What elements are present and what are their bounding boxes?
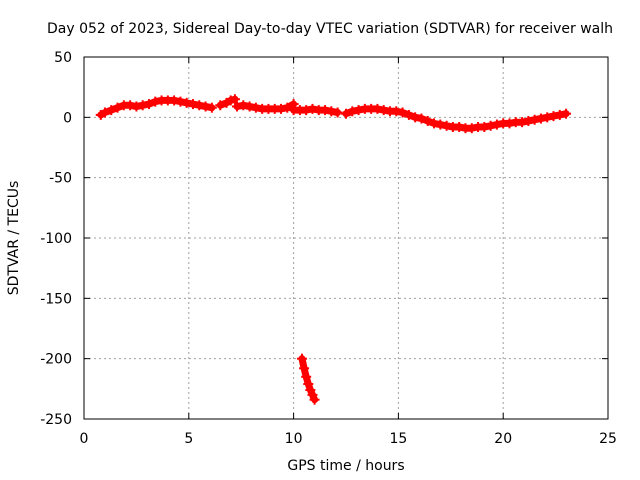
data-point — [125, 100, 136, 111]
data-point — [347, 106, 358, 117]
y-axis-label: SDTVAR / TECUs — [6, 181, 22, 296]
data-point — [422, 115, 433, 126]
data-point — [112, 102, 123, 113]
data-point — [296, 353, 307, 364]
data-point — [378, 105, 389, 116]
x-tick-label: 5 — [184, 431, 193, 447]
data-point — [372, 103, 383, 114]
data-point — [485, 120, 496, 131]
data-point — [320, 105, 331, 116]
data-point — [454, 121, 465, 132]
data-point — [429, 118, 440, 129]
data-point — [523, 115, 534, 126]
data-point — [403, 109, 414, 120]
data-point — [106, 105, 117, 116]
x-tick-label: 25 — [599, 431, 617, 447]
data-point — [229, 94, 240, 105]
data-point — [282, 102, 293, 113]
data-point — [169, 95, 180, 106]
data-point — [548, 111, 559, 122]
data-point — [232, 101, 243, 112]
data-point — [561, 108, 572, 119]
data-point — [410, 112, 421, 123]
data-point — [479, 121, 490, 132]
data-point — [206, 102, 217, 113]
x-tick-label: 10 — [285, 431, 303, 447]
series-seg5 — [342, 105, 570, 132]
data-point — [99, 107, 110, 118]
data-point — [535, 113, 546, 124]
data-point — [303, 379, 314, 390]
data-point — [187, 99, 198, 110]
data-point — [181, 97, 192, 108]
data-point — [554, 109, 565, 120]
data-point — [150, 96, 161, 107]
data-point — [301, 371, 312, 382]
data-point — [143, 99, 154, 110]
data-point — [391, 106, 402, 117]
data-point — [332, 107, 343, 118]
y-tick-label: -50 — [49, 171, 72, 187]
data-point — [529, 114, 540, 125]
data-point — [200, 101, 211, 112]
data-point — [504, 118, 515, 129]
data-point — [238, 100, 249, 111]
data-point — [491, 119, 502, 130]
y-tick-label: 0 — [63, 110, 72, 126]
data-point — [301, 105, 312, 116]
x-tick-label: 0 — [80, 431, 89, 447]
y-tick-label: -150 — [40, 291, 72, 307]
data-point — [353, 105, 364, 116]
data-series — [95, 94, 572, 405]
data-point — [309, 394, 320, 405]
data-point — [276, 103, 287, 114]
data-point — [244, 101, 255, 112]
data-point — [131, 101, 142, 112]
data-point — [466, 123, 477, 134]
data-point — [341, 108, 351, 119]
data-point — [517, 117, 528, 128]
data-point — [175, 96, 186, 107]
data-point — [250, 102, 261, 113]
axis-ticks: 0 5 10 15 20 25 50 0 -50 -100 -150 -200 -250 — [40, 50, 617, 447]
chart-title: Day 052 of 2023, Sidereal Day-to-day VTE… — [47, 21, 613, 37]
data-point — [305, 385, 316, 396]
x-axis-label: GPS time / hours — [287, 458, 404, 474]
data-point — [326, 106, 337, 117]
data-point — [215, 100, 226, 111]
data-point — [542, 112, 553, 123]
y-tick-label: -250 — [40, 412, 72, 428]
y-tick-label: -100 — [40, 231, 72, 247]
data-point — [299, 363, 310, 374]
y-tick-label: 50 — [54, 50, 72, 66]
data-point — [416, 113, 427, 124]
data-point — [194, 100, 205, 111]
data-point — [137, 100, 148, 111]
x-tick-label: 15 — [389, 431, 407, 447]
data-point — [307, 389, 318, 400]
data-point — [397, 107, 408, 118]
data-point — [307, 103, 318, 114]
y-tick-label: -200 — [40, 352, 72, 368]
x-tick-label: 20 — [494, 431, 512, 447]
data-point — [441, 120, 452, 131]
data-point — [435, 119, 446, 130]
